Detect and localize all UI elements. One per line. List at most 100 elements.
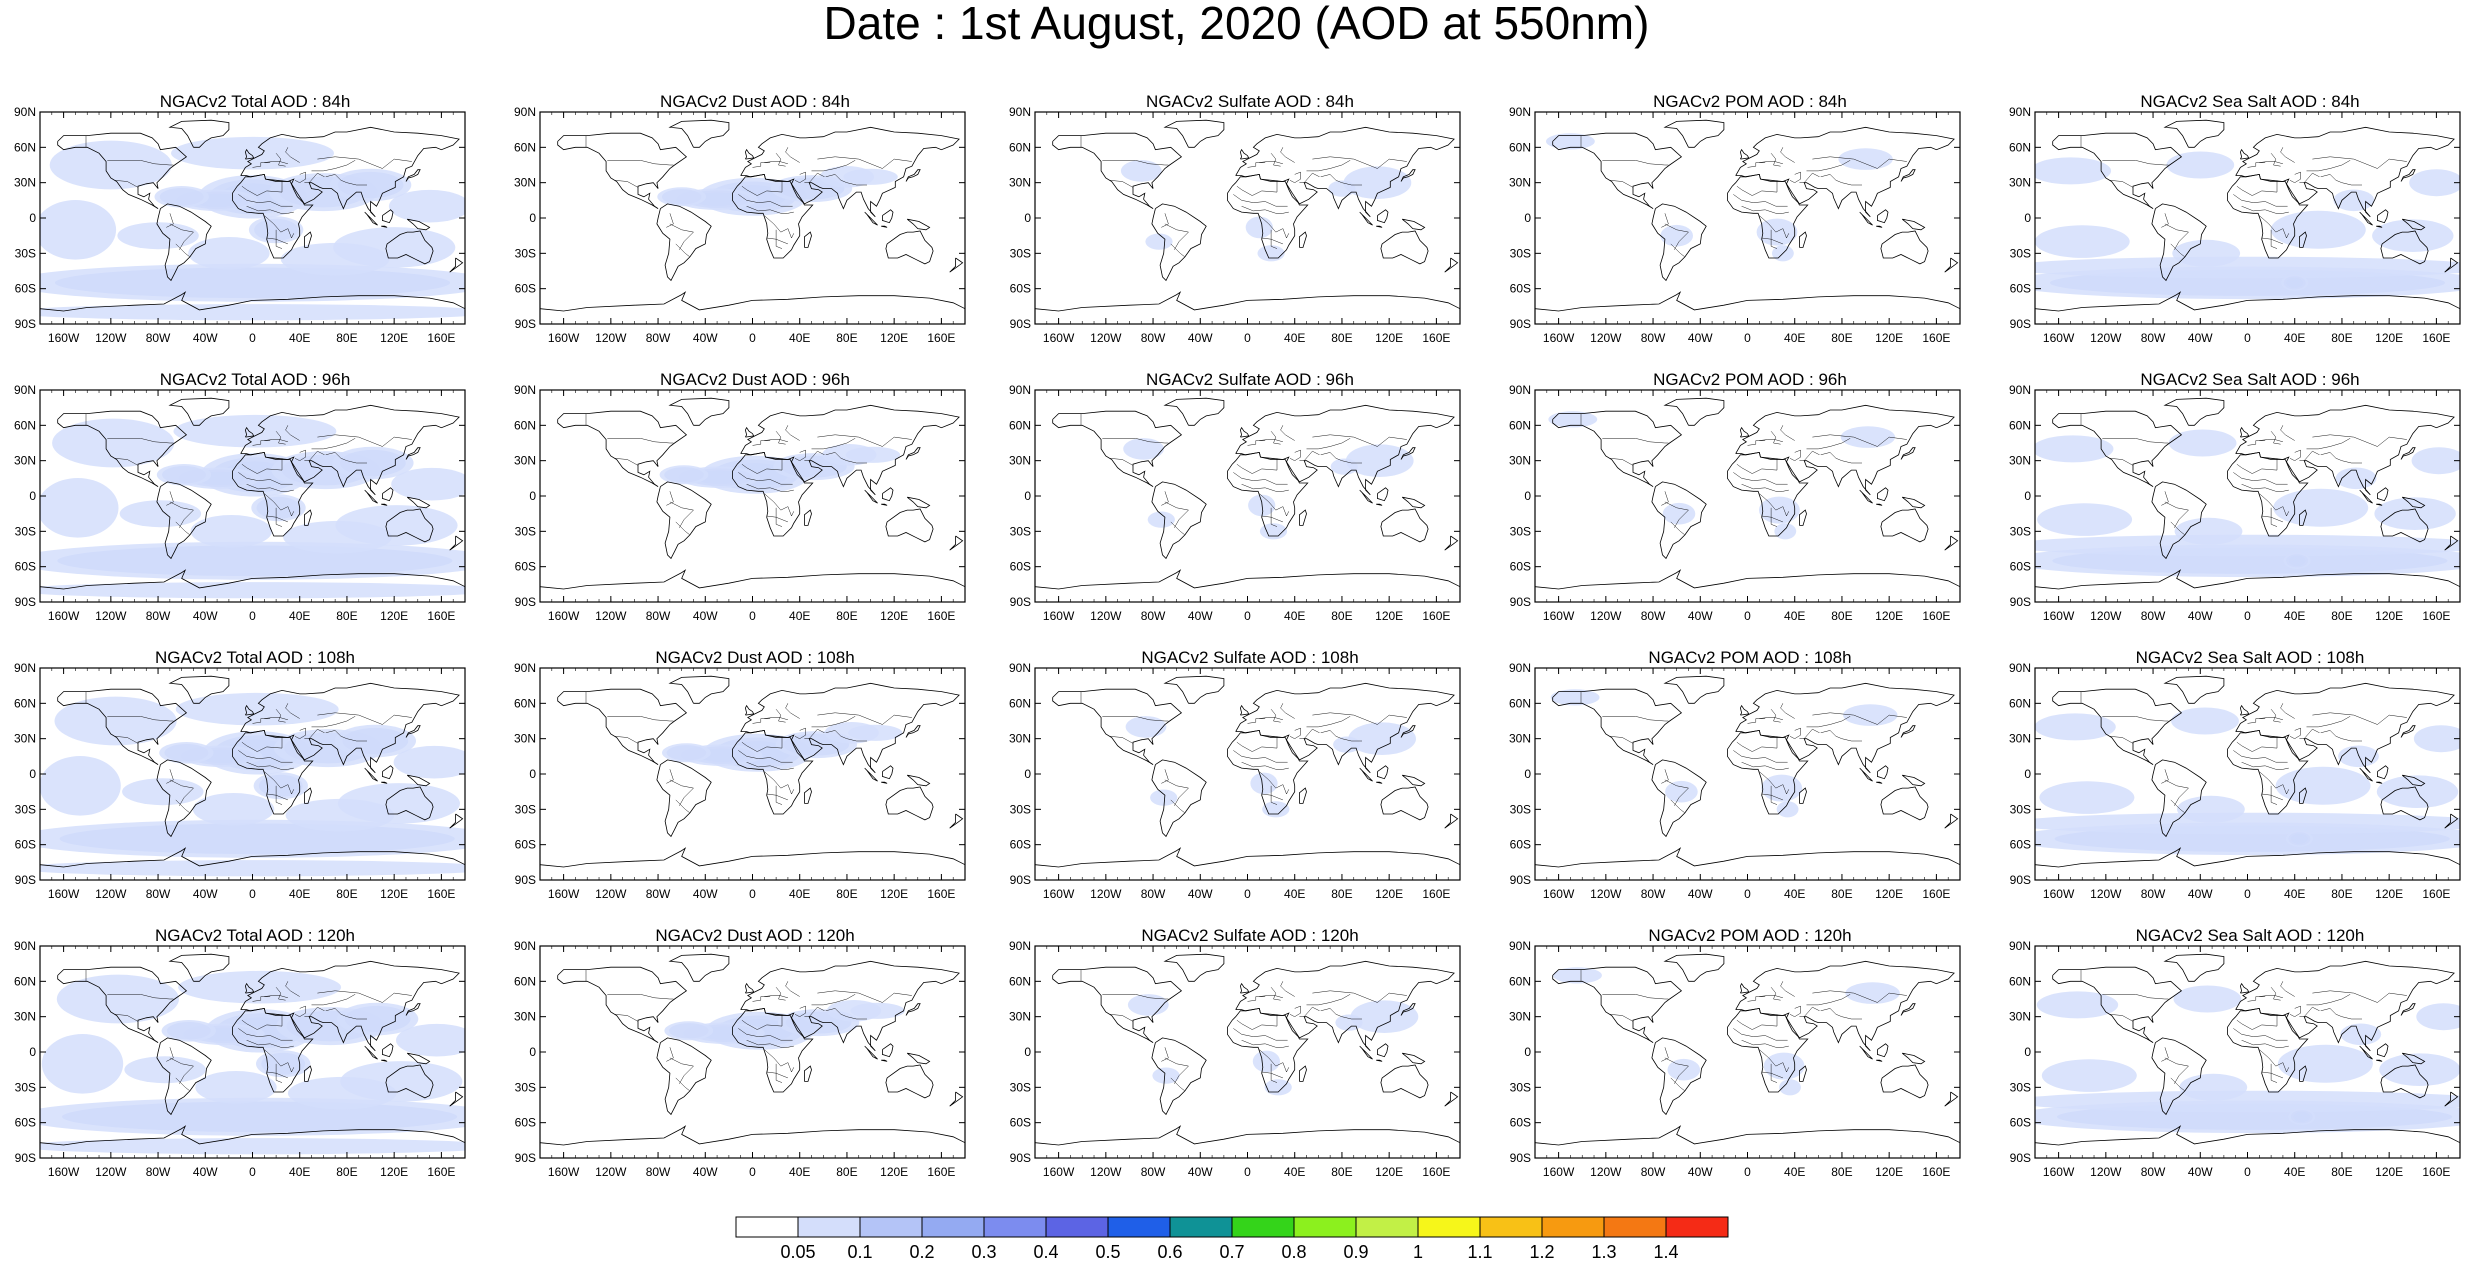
- coastline: [2052, 132, 2183, 209]
- coastline: [381, 487, 394, 502]
- aod-contour: [1343, 166, 1412, 199]
- aod-contour: [122, 778, 204, 806]
- coastline: [1239, 982, 1250, 994]
- country-border: [1306, 160, 1351, 172]
- lat-tick-label: 60N: [514, 140, 536, 154]
- map-panel-total-96h: NGACv2 Total AOD : 96h 90N 60N 30N 0 30S 60S 90…: [0, 370, 466, 640]
- coastline: [2401, 218, 2426, 231]
- coastline: [2380, 230, 2429, 265]
- coastline: [744, 426, 755, 438]
- lat-tick-label: 30N: [14, 176, 36, 190]
- coastlines: [1034, 953, 1461, 1146]
- country-border: [1320, 730, 1362, 742]
- coastline: [2376, 503, 2383, 506]
- lon-tick-label: 40E: [289, 887, 310, 901]
- country-border: [1670, 243, 1686, 258]
- lat-tick-label: 60S: [15, 838, 36, 852]
- lon-tick-label: 80W: [2141, 887, 2166, 901]
- country-border: [1780, 147, 1795, 163]
- coastline: [1151, 759, 1207, 838]
- coastline: [803, 509, 812, 526]
- country-border: [746, 761, 794, 770]
- coastline: [1859, 489, 1873, 504]
- aod-contour: [2039, 781, 2135, 814]
- aod-contour: [40, 756, 121, 816]
- aod-contour: [1845, 982, 1900, 1004]
- aod-contour: [2409, 169, 2460, 197]
- country-border: [2236, 1014, 2278, 1030]
- lat-tick-label: 30N: [14, 454, 36, 468]
- map-background: [1535, 112, 1960, 324]
- lon-tick-label: 80E: [336, 1165, 357, 1179]
- country-border: [1102, 438, 1169, 444]
- country-border: [1247, 996, 1266, 1002]
- colorbar-box: [921, 1216, 985, 1238]
- coastline: [1880, 508, 1929, 543]
- coastline: [656, 203, 712, 282]
- colorbar-box: [1541, 1216, 1605, 1238]
- aod-field: [2035, 429, 2460, 578]
- colorbar-box: [1603, 1216, 1667, 1238]
- lat-tick-label: 90N: [2009, 383, 2031, 397]
- lon-tick-label: 120E: [880, 887, 908, 901]
- lat-tick-label: 90N: [1009, 939, 1031, 953]
- country-border: [2161, 1047, 2169, 1062]
- country-borders: [585, 691, 912, 814]
- colorbar-box: [1231, 1216, 1295, 1238]
- lon-tick-label: 80E: [1331, 331, 1352, 345]
- country-border: [746, 1039, 794, 1048]
- country-borders: [1580, 969, 1907, 1092]
- country-border: [614, 1014, 639, 1022]
- coastline: [1401, 774, 1426, 787]
- world-map: 90N 60N 30N 0 30S 60S 90S 160W 120W 80W 40W 0 40E 80E…: [1509, 383, 1961, 623]
- colorbar-box: [797, 1216, 861, 1238]
- country-border: [2102, 160, 2169, 166]
- lon-tick-label: 120W: [1090, 331, 1122, 345]
- lat-tick-label: 90N: [1509, 939, 1531, 953]
- lon-tick-label: 160E: [1922, 887, 1950, 901]
- world-map: 90N 60N 30N 0 30S 60S 90S 160W 120W 80W 40W 0 40E 80E…: [1509, 105, 1961, 345]
- country-border: [1289, 727, 1301, 739]
- lon-tick-label: 80W: [146, 1165, 171, 1179]
- country-border: [666, 213, 674, 228]
- coastline: [656, 481, 712, 560]
- lat-tick-label: 90S: [2010, 317, 2031, 331]
- lon-tick-label: 0: [249, 609, 256, 623]
- coastline: [906, 774, 931, 787]
- country-border: [264, 215, 295, 239]
- lon-tick-label: 80E: [836, 609, 857, 623]
- country-border: [2270, 785, 2278, 805]
- country-border: [1170, 799, 1186, 814]
- coastline: [240, 404, 460, 496]
- country-border: [1320, 1008, 1362, 1020]
- coastline: [39, 291, 466, 312]
- country-border: [764, 439, 788, 443]
- coastline: [905, 169, 921, 182]
- coastline: [1444, 257, 1459, 273]
- coastline: [1534, 1125, 1961, 1146]
- aod-contour: [2374, 497, 2456, 530]
- country-border: [1806, 994, 1851, 1006]
- coastline: [803, 1065, 812, 1082]
- colorbar-box: [1107, 1216, 1171, 1238]
- country-border: [1280, 981, 1295, 997]
- aod-contour: [2035, 1090, 2460, 1113]
- country-border: [1733, 750, 1788, 763]
- aod-contour: [173, 414, 337, 448]
- country-border: [266, 1071, 288, 1079]
- country-border: [238, 750, 293, 763]
- lat-tick-label: 30N: [1009, 732, 1031, 746]
- colorbar-label: 0.4: [1033, 1242, 1058, 1261]
- coastline: [1901, 774, 1926, 787]
- lat-tick-label: 90S: [1510, 1151, 1531, 1165]
- country-border: [2259, 717, 2283, 721]
- country-border: [1236, 736, 1278, 752]
- lon-tick-label: 40W: [1688, 331, 1713, 345]
- aod-contour: [1333, 736, 1361, 753]
- coastline: [1298, 1065, 1307, 1082]
- lat-tick-label: 60N: [1009, 974, 1031, 988]
- coastline: [2239, 704, 2250, 716]
- country-border: [741, 736, 783, 752]
- country-border: [1261, 793, 1283, 801]
- lat-tick-label: 90N: [2009, 939, 2031, 953]
